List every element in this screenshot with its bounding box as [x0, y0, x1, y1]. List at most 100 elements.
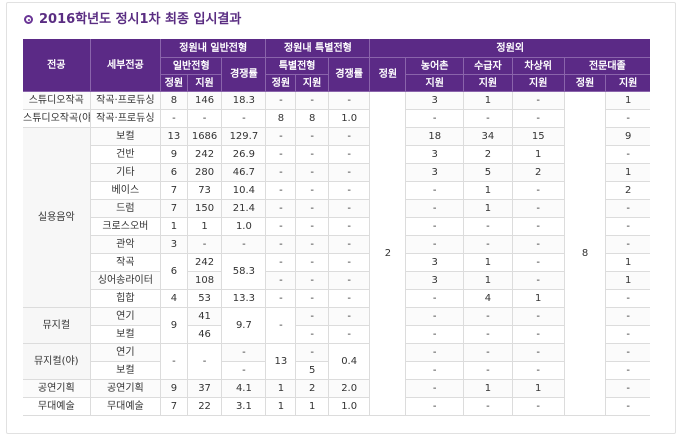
- table-row: 건반 9 242 26.9 - - - 3 2 1 -: [23, 145, 650, 164]
- college-applicants-cell: 2: [605, 181, 650, 200]
- detail-cell: 크로스오버: [90, 217, 162, 236]
- welfare-cell: -: [463, 361, 513, 380]
- lower-cell: -: [512, 253, 565, 272]
- header-in-special-group: 정원내 특별전형: [265, 39, 371, 58]
- farm-cell: 3: [405, 253, 465, 272]
- header-college-applicants: 지원: [605, 74, 650, 92]
- farm-cell: -: [405, 307, 465, 326]
- college-applicants-cell: -: [605, 397, 650, 416]
- college-applicants-cell: -: [605, 199, 650, 218]
- farm-cell: 3: [405, 271, 465, 290]
- special-ratio-cell: -: [328, 163, 371, 182]
- special-ratio-cell: -: [328, 289, 371, 308]
- welfare-cell: -: [463, 325, 513, 344]
- farm-cell: -: [405, 343, 465, 362]
- special-quota-cell: -: [265, 181, 297, 200]
- special-quota-cell: -: [265, 307, 297, 344]
- special-applicants-cell: -: [295, 253, 329, 272]
- general-quota-cell: 13: [160, 127, 188, 146]
- general-applicants-cell: 1: [187, 217, 223, 236]
- header-farm-village: 농어촌: [405, 57, 465, 75]
- general-quota-cell: 9: [160, 307, 188, 344]
- general-ratio-cell: 3.1: [221, 397, 267, 416]
- admission-results-table: 전공 세부전공 정원내 일반전형 정원내 특별전형 정원외 일반전형 경쟁률 특…: [23, 39, 650, 416]
- detail-cell: 싱어송라이터: [90, 271, 162, 290]
- header-lower-applicants: 지원: [512, 74, 565, 92]
- special-quota-cell: -: [265, 253, 297, 272]
- header-major: 전공: [23, 39, 91, 92]
- general-quota-cell: 7: [160, 199, 188, 218]
- table-row: 베이스 7 73 10.4 - - - - 1 - 2: [23, 181, 650, 200]
- general-ratio-cell: -: [221, 235, 267, 254]
- outside-quota-total-cell: 2: [369, 91, 407, 416]
- lower-cell: 1: [512, 145, 565, 164]
- general-ratio-cell: 21.4: [221, 199, 267, 218]
- special-ratio-cell: -: [328, 325, 371, 344]
- college-applicants-cell: 9: [605, 127, 650, 146]
- special-applicants-cell: -: [295, 217, 329, 236]
- welfare-cell: 1: [463, 91, 513, 110]
- special-quota-cell: 13: [265, 343, 297, 380]
- farm-cell: -: [405, 217, 465, 236]
- detail-cell: 건반: [90, 145, 162, 164]
- table-row: 뮤지컬 연기 9 41 9.7 - - - - - - -: [23, 307, 650, 344]
- general-applicants-cell: 73: [187, 181, 223, 200]
- special-applicants-cell: -: [295, 235, 329, 254]
- general-applicants-cell: 150: [187, 199, 223, 218]
- special-applicants-cell: 5: [295, 361, 329, 380]
- lower-cell: -: [512, 91, 565, 110]
- header-special-ratio: 경쟁률: [328, 57, 371, 92]
- general-quota-cell: 1: [160, 217, 188, 236]
- header-general-ratio: 경쟁률: [221, 57, 267, 92]
- lower-cell: 1: [512, 289, 565, 308]
- special-applicants-cell: -: [295, 343, 329, 362]
- general-quota-cell: -: [160, 109, 188, 128]
- college-applicants-cell: 1: [605, 271, 650, 290]
- general-ratio-cell: 46.7: [221, 163, 267, 182]
- lower-cell: -: [512, 397, 565, 416]
- special-applicants-cell: -: [295, 163, 329, 182]
- welfare-cell: -: [463, 217, 513, 236]
- special-quota-cell: 8: [265, 109, 297, 128]
- general-ratio-cell: -: [221, 109, 267, 128]
- detail-cell: 관악: [90, 235, 162, 254]
- special-ratio-cell: -: [328, 217, 371, 236]
- welfare-cell: 2: [463, 145, 513, 164]
- table-row: 기타 6 280 46.7 - - - 3 5 2 1: [23, 163, 650, 182]
- special-applicants-cell: -: [295, 289, 329, 308]
- table-row: 스튜디오작곡 작곡·프로듀싱 8 146 18.3 - - - 2 3 1 - …: [23, 91, 650, 416]
- detail-cell: 기타: [90, 163, 162, 182]
- lower-cell: -: [512, 307, 565, 326]
- special-ratio-cell: -: [328, 145, 371, 164]
- general-quota-cell: 8: [160, 91, 188, 110]
- college-grad-quota-cell: 8: [564, 91, 607, 416]
- special-applicants-cell: 8: [295, 109, 329, 128]
- general-quota-cell: 4: [160, 289, 188, 308]
- table-row: 실용음악 보컬 13 1686 129.7 - - - 18 34 15 9: [23, 127, 650, 308]
- college-applicants-cell: 1: [605, 253, 650, 272]
- special-ratio-cell: -: [328, 307, 371, 326]
- general-quota-cell: 7: [160, 397, 188, 416]
- special-ratio-cell: 2.0: [328, 379, 371, 398]
- farm-cell: -: [405, 289, 465, 308]
- welfare-cell: 5: [463, 163, 513, 182]
- general-ratio-cell: 26.9: [221, 145, 267, 164]
- table-row: 싱어송라이터 108 - - - 3 1 - 1: [23, 271, 650, 290]
- special-applicants-cell: -: [295, 271, 329, 290]
- special-ratio-cell: -: [328, 235, 371, 254]
- special-ratio-cell: -: [328, 199, 371, 218]
- special-ratio-cell: 1.0: [328, 397, 371, 416]
- general-ratio-cell: 129.7: [221, 127, 267, 146]
- general-applicants-cell: -: [187, 343, 223, 380]
- page-title-text: 2016학년도 정시1차 최종 입시결과: [39, 12, 242, 27]
- farm-cell: 3: [405, 145, 465, 164]
- college-applicants-cell: -: [605, 217, 650, 236]
- general-applicants-cell: 37: [187, 379, 223, 398]
- special-quota-cell: -: [265, 163, 297, 182]
- special-applicants-cell: 1: [295, 397, 329, 416]
- college-applicants-cell: -: [605, 235, 650, 254]
- table-row: 작곡 6 242 58.3 - - - 3 1 - 1: [23, 253, 650, 290]
- general-quota-cell: 9: [160, 145, 188, 164]
- special-ratio-cell: -: [328, 181, 371, 200]
- table-row: 공연기획 공연기획 9 37 4.1 1 2 2.0 - 1 1 -: [23, 379, 650, 398]
